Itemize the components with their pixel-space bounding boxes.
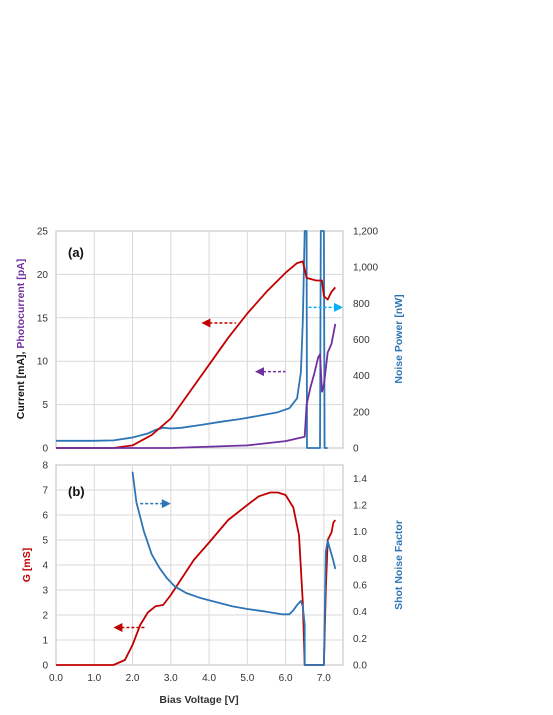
right-tick-label: 400 — [353, 371, 370, 382]
x-tick-label: 3.0 — [164, 673, 178, 684]
panel-b-right-axis-label: Shot Noise Factor — [393, 520, 405, 610]
left-tick-label: 20 — [37, 270, 49, 281]
right-tick-label: 0.0 — [353, 661, 367, 672]
annotation-arrow-left — [254, 367, 286, 377]
panel-b-label: (b) — [68, 484, 85, 499]
series-line-1 — [56, 230, 328, 449]
right-tick-label: 1.2 — [353, 501, 367, 512]
panel-b-left-ticks: 0 1 2 3 4 5 6 7 8 — [42, 461, 48, 672]
left-tick-label: 8 — [42, 461, 48, 472]
panel-a-arrows — [201, 302, 343, 377]
series-line-3 — [56, 323, 337, 449]
annotation-arrow-left — [201, 318, 236, 328]
right-tick-label: 1,000 — [353, 263, 378, 274]
x-tick-label: 4.0 — [202, 673, 216, 684]
right-tick-label: 600 — [353, 335, 370, 346]
left-axis-label-part: Photocurrent [pA] — [15, 259, 27, 349]
series-line-2 — [131, 471, 337, 666]
right-tick-label: 0.8 — [353, 554, 367, 565]
panel-a: 0 5 10 15 20 25 0 200 400 600 800 1,000 1,200 (a) C… — [15, 227, 405, 455]
right-tick-label: 0.4 — [353, 607, 367, 618]
left-tick-label: 7 — [42, 486, 48, 497]
right-tick-label: 0.6 — [353, 581, 367, 592]
left-tick-label: 25 — [37, 227, 49, 238]
panel-b-left-axis-label: G [mS] — [21, 548, 33, 582]
series-line-1 — [56, 491, 337, 666]
panel-a-plot-area — [55, 230, 344, 449]
left-tick-label: 1 — [42, 636, 48, 647]
panel-a-left-ticks: 0 5 10 15 20 25 — [37, 227, 49, 455]
right-tick-label: 1.0 — [353, 527, 367, 538]
left-axis-label-part: , — [15, 349, 27, 355]
left-tick-label: 15 — [37, 313, 49, 324]
panel-a-right-axis-label: Noise Power [nW] — [393, 294, 405, 383]
right-tick-label: 0.2 — [353, 634, 367, 645]
panel-a-series — [56, 230, 337, 449]
x-tick-label: 7.0 — [317, 673, 331, 684]
panel-b-gridlines — [56, 465, 343, 665]
panel-b-arrows — [113, 499, 171, 632]
panel-b-series — [56, 471, 337, 666]
left-tick-label: 3 — [42, 586, 48, 597]
panel-a-gridlines — [56, 231, 343, 448]
left-tick-label: 4 — [42, 561, 48, 572]
panel-b-x-ticks: 0.0 1.0 2.0 3.0 4.0 5.0 6.0 7.0 — [49, 673, 331, 684]
panel-a-left-axis-label: Current [mA], Photocurrent [pA] — [15, 259, 27, 419]
annotation-arrow-right — [140, 499, 171, 509]
left-tick-label: 2 — [42, 611, 48, 622]
left-tick-label: 5 — [42, 400, 48, 411]
left-tick-label: 10 — [37, 357, 49, 368]
left-tick-label: 5 — [42, 536, 48, 547]
annotation-arrow-left — [113, 623, 146, 632]
x-tick-label: 0.0 — [49, 673, 63, 684]
series-line-2 — [56, 260, 336, 449]
left-tick-label: 6 — [42, 511, 48, 522]
left-tick-label: 0 — [42, 661, 48, 672]
x-tick-label: 1.0 — [87, 673, 101, 684]
panel-a-label: (a) — [68, 245, 84, 260]
panel-b: 0 1 2 3 4 5 6 7 8 0.0 0.2 0.4 0.6 0.8 1.0 1.2 1.4 0.0 1.… — [21, 461, 405, 707]
panel-b-x-axis-label: Bias Voltage [V] — [159, 694, 238, 706]
right-tick-label: 1,200 — [353, 227, 378, 238]
x-tick-label: 5.0 — [240, 673, 254, 684]
right-tick-label: 1.4 — [353, 474, 367, 485]
left-tick-label: 0 — [42, 444, 48, 455]
annotation-arrow-right — [308, 302, 343, 312]
panel-b-right-ticks: 0.0 0.2 0.4 0.6 0.8 1.0 1.2 1.4 — [353, 474, 367, 672]
left-axis-label-part: Current [mA] — [15, 354, 27, 419]
right-tick-label: 800 — [353, 299, 370, 310]
x-tick-label: 2.0 — [126, 673, 140, 684]
right-tick-label: 200 — [353, 407, 370, 418]
right-tick-label: 0 — [353, 444, 359, 455]
x-tick-label: 6.0 — [279, 673, 293, 684]
panel-a-right-ticks: 0 200 400 600 800 1,000 1,200 — [353, 227, 378, 455]
